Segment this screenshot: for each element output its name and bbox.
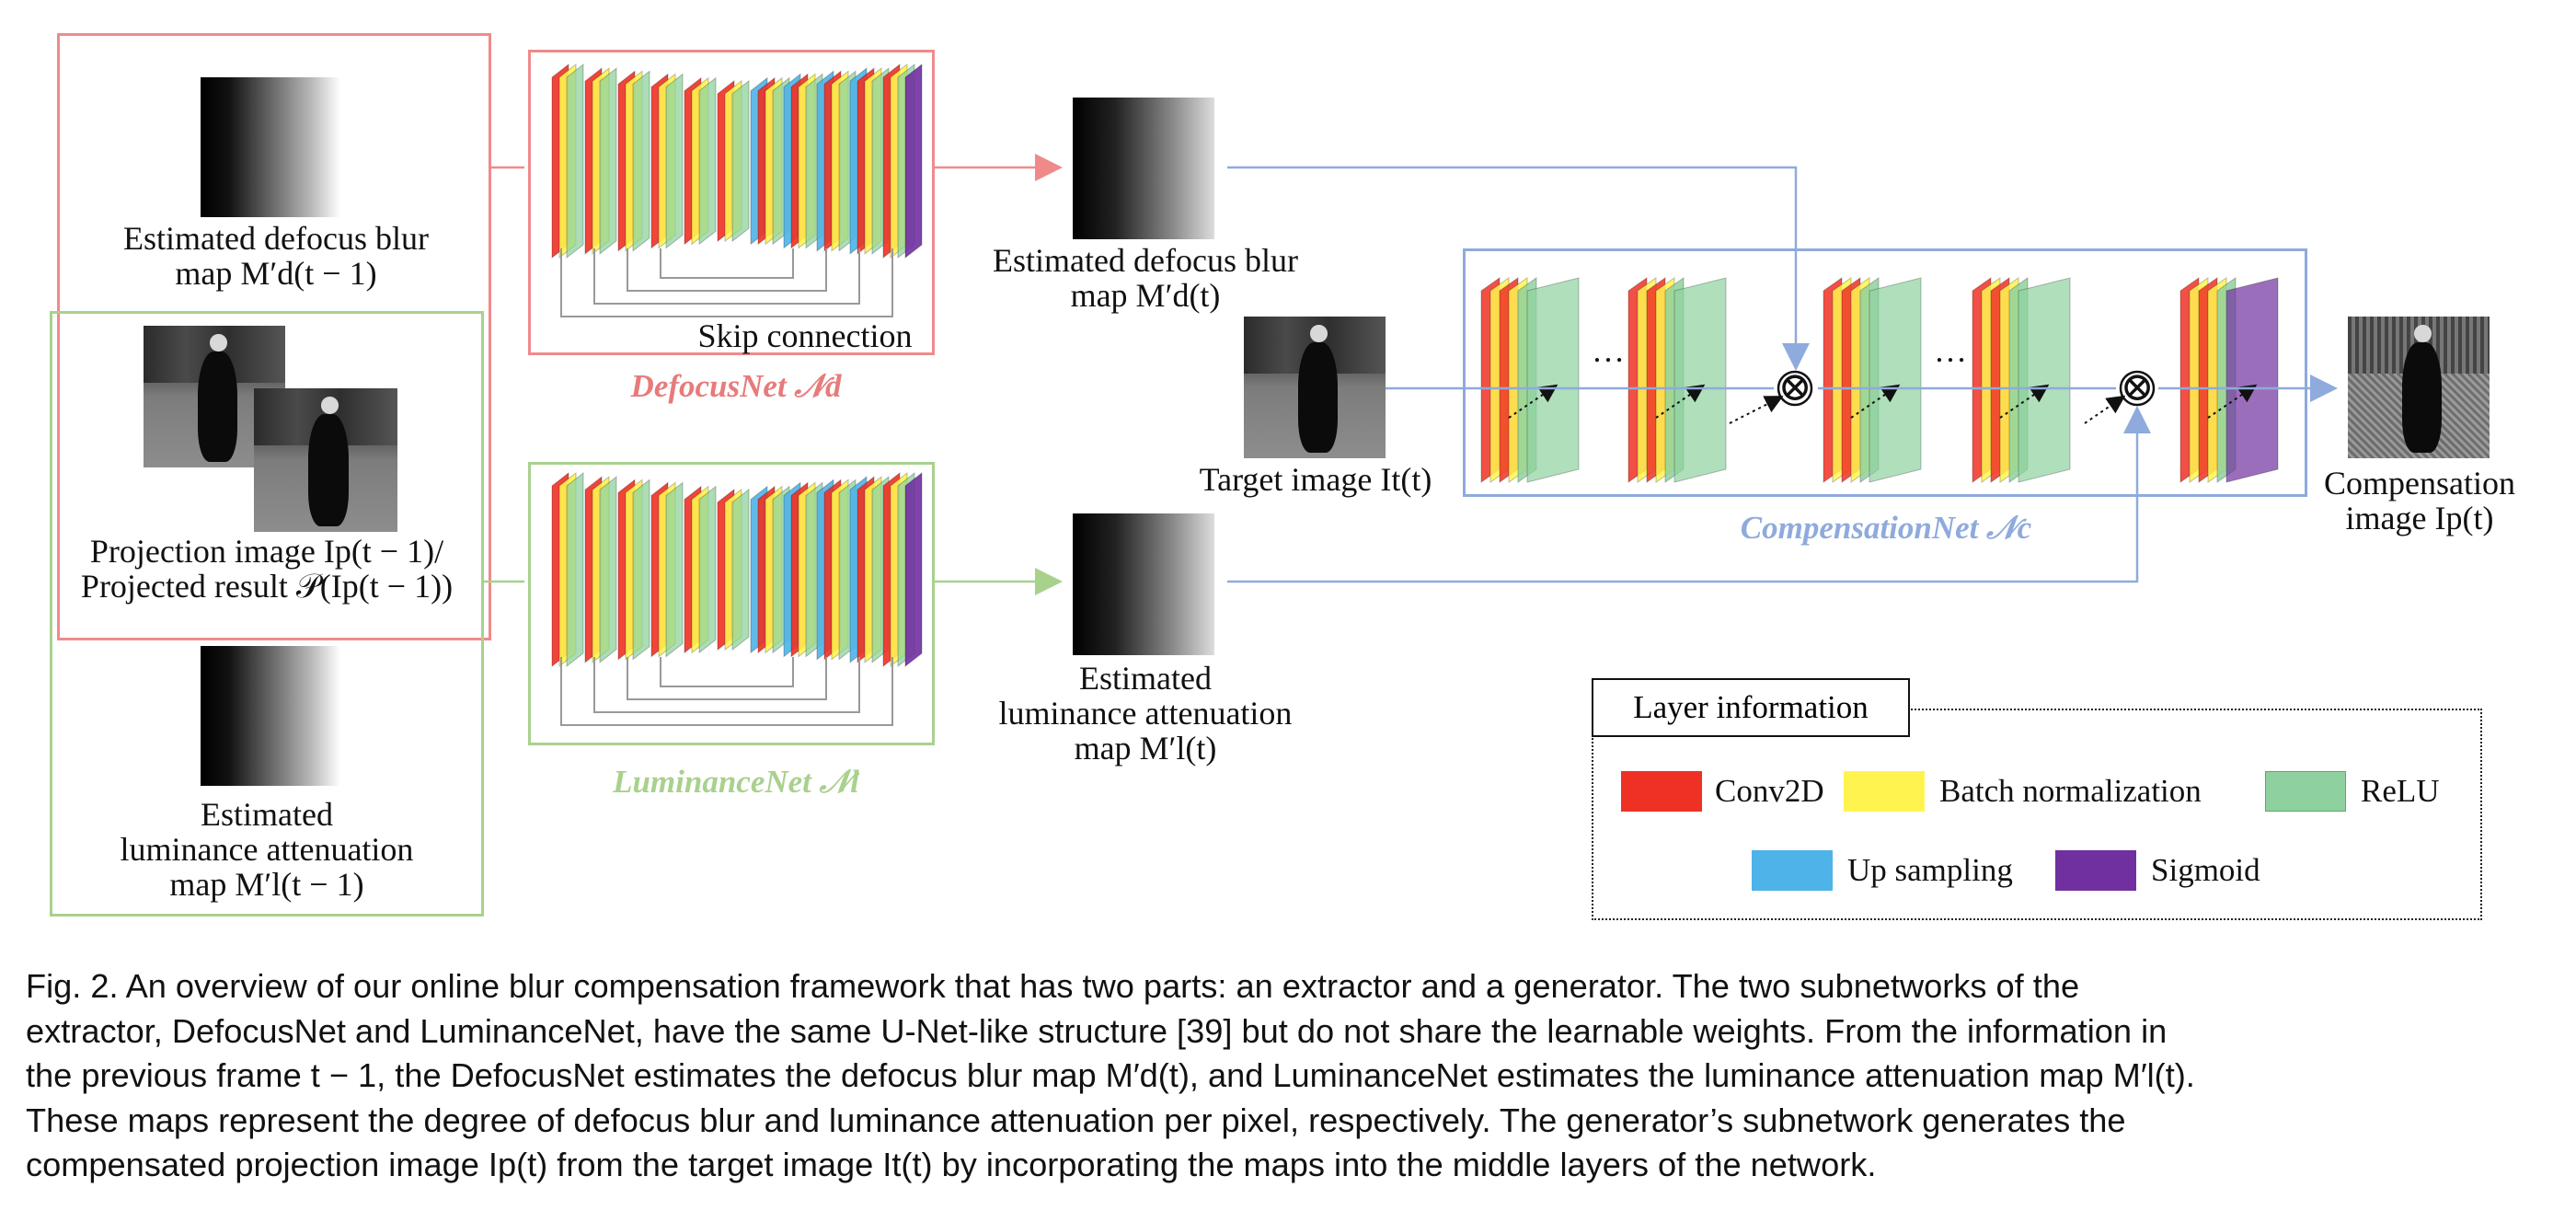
compensationnet-block-4-layer-final bbox=[2225, 277, 2279, 483]
caption-line-4: These maps represent the degree of defoc… bbox=[26, 1101, 2126, 1139]
defocusnet-layer-10-3 bbox=[904, 63, 923, 259]
luminance-map-prev-line2: luminance attenuation bbox=[120, 831, 414, 868]
luminancenet-layer-10-3 bbox=[904, 471, 923, 668]
legend-swatch-sigmoid bbox=[2055, 850, 2136, 891]
luminance-map-output-image bbox=[1073, 513, 1214, 655]
luminancenet-skip-connection-3 bbox=[660, 657, 794, 687]
luminancenet-layer-4-2 bbox=[698, 485, 717, 654]
compensationnet-block-3-inner-arrow bbox=[1999, 384, 2050, 419]
luminance-map-prev-line3: map M′l(t − 1) bbox=[169, 866, 364, 903]
multiply-node-2 bbox=[2119, 370, 2156, 407]
luminance-map-output-line1: Estimated bbox=[1079, 660, 1212, 697]
arrow-block1-to-multiply bbox=[1729, 396, 1784, 424]
luminancenet-skip-connection-1 bbox=[593, 657, 860, 713]
compensation-image bbox=[2348, 317, 2490, 458]
luminance-map-prev-image bbox=[201, 646, 340, 786]
target-image bbox=[1244, 317, 1386, 458]
caption-line-1: Fig. 2. An overview of our online blur c… bbox=[26, 967, 2080, 1005]
projection-label: Projection image Ip(t − 1)/ Projected re… bbox=[55, 534, 478, 604]
legend-box bbox=[1592, 709, 2482, 920]
multiply-symbol-2: ⊗ bbox=[2120, 364, 2155, 409]
compensationnet-block-2-layer-final bbox=[1869, 277, 1922, 483]
defocus-map-output-line1: Estimated defocus blur bbox=[993, 242, 1298, 279]
skip-connection-label: Skip connection bbox=[697, 317, 913, 354]
figure-caption: Fig. 2. An overview of our online blur c… bbox=[26, 964, 2547, 1188]
defocus-map-prev-label: Estimated defocus blur map M′d(t − 1) bbox=[83, 221, 469, 291]
arrow-block3-to-multiply bbox=[2084, 395, 2126, 424]
target-image-label: Target image It(t) bbox=[1199, 461, 1432, 498]
legend-label-sigmoid: Sigmoid bbox=[2151, 852, 2260, 888]
multiply-node-1 bbox=[1777, 370, 1813, 407]
luminancenet-layer-5-2 bbox=[731, 488, 750, 651]
compensationnet-block-1-inner-arrow bbox=[1655, 384, 1706, 419]
compensation-image-line2: image Ip(t) bbox=[2345, 500, 2494, 536]
defocusnet-title: DefocusNet 𝒩d bbox=[630, 368, 842, 404]
framework-diagram: Estimated defocus blur map M′d(t − 1) Pr… bbox=[50, 33, 2539, 920]
legend-label-relu: ReLU bbox=[2361, 773, 2440, 809]
caption-line-2: extractor, DefocusNet and LuminanceNet, … bbox=[26, 1011, 2168, 1050]
legend-label-upsampling: Up sampling bbox=[1847, 852, 2013, 888]
compensationnet-block-1-layer-final bbox=[1673, 277, 1727, 483]
caption-line-3: the previous frame t − 1, the DefocusNet… bbox=[26, 1056, 2195, 1094]
defocusnet-box bbox=[528, 50, 935, 355]
projected-result-image bbox=[254, 388, 397, 532]
defocus-map-output-label: Estimated defocus blur map M′d(t) bbox=[957, 243, 1334, 313]
network-layers bbox=[484, 63, 2338, 726]
defocus-map-output-image bbox=[1073, 98, 1214, 239]
luminancenet-layer-2-2 bbox=[632, 478, 650, 661]
defocusnet-skip-connection-2 bbox=[627, 248, 827, 292]
luminance-map-prev-line1: Estimated bbox=[201, 796, 333, 833]
defocusnet-layer-5-2 bbox=[731, 79, 750, 243]
defocus-input-region bbox=[57, 33, 491, 640]
compensation-image-line1: Compensation bbox=[2324, 465, 2515, 501]
defocusnet-skip-connection-3 bbox=[660, 248, 794, 279]
legend-swatch-upsampling bbox=[1752, 850, 1833, 891]
luminancenet-skip-connection-2 bbox=[627, 657, 827, 700]
defocusnet-skip-connection-0 bbox=[560, 248, 893, 317]
legend-swatch-conv2d bbox=[1621, 771, 1702, 812]
legend-label-conv2d: Conv2D bbox=[1715, 773, 1824, 809]
luminance-map-output-line2: luminance attenuation bbox=[998, 695, 1293, 732]
compensationnet-block-4-inner-arrow bbox=[2207, 384, 2258, 419]
legend-title: Layer information bbox=[1592, 678, 1910, 737]
legend-label-batchnorm: Batch normalization bbox=[1939, 773, 2202, 809]
ellipsis-2: … bbox=[1934, 332, 1967, 369]
compensationnet-block-0-layer-final bbox=[1526, 277, 1580, 483]
compensationnet-block-0-inner-arrow bbox=[1508, 384, 1558, 419]
ellipsis-1: … bbox=[1592, 332, 1625, 369]
defocusnet-layer-0-2 bbox=[566, 63, 584, 259]
projection-line2: Projected result 𝒫(Ip(t − 1)) bbox=[80, 568, 454, 605]
compensationnet-title: CompensationNet 𝒩c bbox=[1740, 510, 2032, 546]
luminancenet-layer-0-2 bbox=[566, 471, 584, 668]
defocusnet-layer-3-2 bbox=[665, 73, 684, 249]
arrow-defocus-to-net bbox=[1227, 166, 1810, 371]
projection-line1: Projection image Ip(t − 1)/ bbox=[89, 533, 444, 570]
defocus-map-prev-line1: Estimated defocus blur bbox=[123, 220, 429, 257]
luminance-map-prev-label: Estimated luminance attenuation map M′l(… bbox=[64, 797, 469, 902]
arrow-luminance-to-net bbox=[1227, 406, 2151, 583]
defocus-map-prev-image bbox=[201, 77, 340, 217]
multiply-symbol-1: ⊗ bbox=[1777, 364, 1812, 409]
defocusnet-layer-4-2 bbox=[698, 76, 717, 246]
legend-swatch-relu bbox=[2265, 771, 2346, 812]
luminance-input-region bbox=[50, 311, 484, 916]
defocusnet-layer-2-2 bbox=[632, 70, 650, 252]
luminancenet-layer-3-2 bbox=[665, 481, 684, 658]
defocus-map-output-line2: map M′d(t) bbox=[1070, 277, 1221, 314]
luminance-map-output-label: Estimated luminance attenuation map M′l(… bbox=[975, 661, 1316, 766]
luminancenet-title: LuminanceNet 𝒩l bbox=[613, 764, 859, 800]
compensationnet-box bbox=[1463, 248, 2307, 497]
defocus-map-prev-line2: map M′d(t − 1) bbox=[175, 255, 377, 292]
luminancenet-layer-1-2 bbox=[599, 476, 617, 663]
compensationnet-block-3-layer-final bbox=[2018, 277, 2071, 483]
defocusnet-skip-connection-1 bbox=[593, 248, 860, 305]
luminancenet-skip-connection-0 bbox=[560, 657, 893, 726]
luminancenet-box bbox=[528, 462, 935, 745]
legend-swatch-batchnorm bbox=[1844, 771, 1925, 812]
luminance-map-output-line3: map M′l(t) bbox=[1074, 730, 1217, 767]
defocusnet-layer-1-2 bbox=[599, 67, 617, 255]
caption-line-5: compensated projection image Ip(t) from … bbox=[26, 1146, 1877, 1183]
compensationnet-block-2-inner-arrow bbox=[1850, 384, 1901, 419]
compensation-image-label: Compensation image Ip(t) bbox=[2300, 466, 2539, 536]
